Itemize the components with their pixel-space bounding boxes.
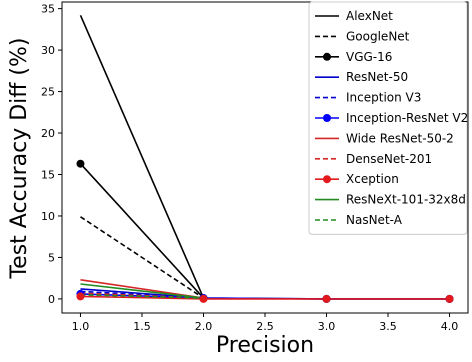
x-tick-label: 3.0 <box>318 320 336 333</box>
legend-marker <box>323 175 331 184</box>
legend-box <box>308 1 468 235</box>
legend-label: VGG-16 <box>346 50 392 64</box>
series-line-nasnet-a <box>80 294 204 299</box>
legend-label: NasNet-A <box>346 213 403 227</box>
x-tick-label: 4.0 <box>441 320 459 333</box>
y-tick-label: 25 <box>41 86 55 99</box>
y-tick-label: 35 <box>41 3 55 16</box>
series-line-xception <box>80 295 450 300</box>
legend-label: GoogleNet <box>346 29 410 43</box>
data-point-xception <box>76 292 85 301</box>
y-tick-label: 15 <box>41 169 55 182</box>
legend-label: Wide ResNet-50-2 <box>346 131 454 145</box>
legend: AlexNet GoogleNet VGG-16 ResNet-50 Inception… <box>308 1 468 235</box>
x-axis-title: Precision <box>216 333 314 358</box>
data-point-xception <box>445 294 454 303</box>
x-tick-label: 1.0 <box>72 320 90 333</box>
y-tick-label: 30 <box>41 44 55 57</box>
y-axis-title: Test Accuracy Diff (%) <box>7 37 32 279</box>
series-lines <box>79 14 450 300</box>
y-tick-label: 0 <box>48 293 55 306</box>
y-tick-label: 5 <box>48 251 55 264</box>
x-tick-label: 1.5 <box>133 320 151 333</box>
series-line-inception-v3 <box>80 290 204 299</box>
series-line-resnext-101-32x8d <box>80 283 204 299</box>
data-point-xception <box>322 294 331 303</box>
series-line-googlenet <box>80 216 204 299</box>
legend-label: ResNet-50 <box>346 70 408 84</box>
data-point-xception <box>199 294 208 303</box>
legend-label: ResNeXt-101-32x8d <box>346 193 466 207</box>
series-markers <box>76 159 454 303</box>
legend-marker <box>323 114 331 122</box>
y-tick-label: 20 <box>41 127 55 140</box>
legend-label: Inception V3 <box>346 91 421 105</box>
y-tick-label: 10 <box>41 210 55 223</box>
legend-label: Xception <box>346 172 399 186</box>
data-point-vgg-16 <box>76 159 85 168</box>
x-tick-label: 2.0 <box>195 320 213 333</box>
legend-label: DenseNet-201 <box>346 152 432 166</box>
legend-label: AlexNet <box>346 9 393 23</box>
series-line-resnet-50 <box>80 288 204 299</box>
series-line-alexnet <box>79 14 205 299</box>
x-tick-label: 3.5 <box>379 320 397 333</box>
legend-marker <box>323 52 331 61</box>
series-line-densenet-201 <box>80 292 204 299</box>
axis-ticks: 1.0 1.5 2.0 2.5 3.0 3.5 4.0 0 5 10 15 20 25 30 35 <box>41 3 458 333</box>
legend-label: Inception-ResNet V2 <box>346 111 468 125</box>
x-tick-label: 2.5 <box>256 320 274 333</box>
